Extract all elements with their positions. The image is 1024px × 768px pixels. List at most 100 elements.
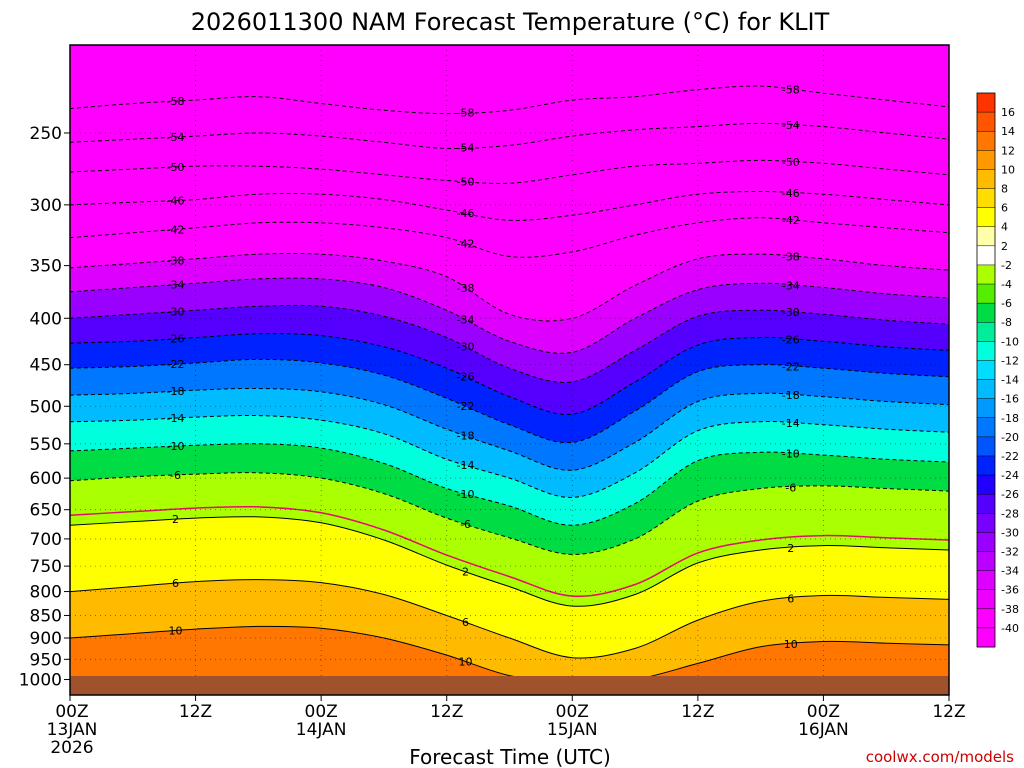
colorbar-label: 14 (1001, 125, 1015, 138)
isotherm-label: -10 (166, 440, 184, 453)
isotherm-label: -26 (166, 333, 184, 346)
x-tick-label: 14JAN (296, 720, 347, 740)
colorbar-label: -10 (1001, 335, 1019, 348)
colorbar-swatch (977, 379, 995, 400)
colorbar-swatch (977, 551, 995, 571)
isotherm-label: -38 (166, 254, 184, 267)
isotherm-label: -18 (782, 389, 800, 402)
y-tick-label: 450 (30, 356, 62, 376)
colorbar-label: 4 (1001, 221, 1008, 234)
colorbar-label: -24 (1001, 469, 1019, 482)
colorbar-swatch (977, 589, 995, 610)
colorbar-swatch (977, 207, 995, 228)
temperature-bands (70, 86, 949, 695)
x-tick-label: 2026 (50, 738, 93, 758)
colorbar-swatch (977, 169, 995, 189)
colorbar-label: -6 (1001, 297, 1012, 310)
y-tick-label: 700 (30, 530, 62, 550)
colorbar-swatch (977, 494, 995, 514)
isotherm-label: -14 (457, 459, 475, 472)
isotherm-label: 2 (787, 542, 794, 555)
isotherm-line (70, 516, 949, 607)
isotherm-label: -34 (457, 314, 475, 327)
isotherm-label: 10 (459, 655, 473, 668)
colorbar-label: 12 (1001, 144, 1015, 157)
y-tick-label: 250 (30, 124, 62, 144)
colorbar-label: -36 (1001, 584, 1019, 597)
y-tick-label: 300 (30, 196, 62, 216)
isotherm-label: -42 (166, 223, 184, 236)
x-tick-label: 00Z (305, 702, 338, 722)
y-tick-label: 550 (30, 435, 62, 455)
y-tick-label: 800 (30, 583, 62, 603)
x-tick-label: 12Z (932, 702, 965, 722)
colorbar-label: -12 (1001, 354, 1019, 367)
freezing-line (70, 505, 949, 598)
colorbar-label: -14 (1001, 374, 1019, 387)
isotherm-label: -30 (457, 341, 475, 354)
x-tick-label: 12Z (430, 702, 463, 722)
isotherm-contours: -58 -58 -58 -54 -54 -54 -50 -50 -50 -46 -46 -46 -42 -… (70, 84, 949, 685)
isotherm-label: 6 (787, 593, 794, 606)
colorbar-label: -8 (1001, 316, 1012, 329)
isotherm-label: 6 (462, 616, 469, 629)
y-tick-label: 500 (30, 397, 62, 417)
y-tick-label: 600 (30, 469, 62, 489)
colorbar-label: 6 (1001, 202, 1008, 215)
isotherm-label: -58 (782, 84, 800, 97)
x-tick-label: 00Z (807, 702, 840, 722)
x-axis-label: Forecast Time (UTC) (409, 745, 611, 768)
colorbar-swatch (977, 112, 995, 132)
isotherm-line (70, 217, 949, 258)
isotherm-label: 2 (462, 566, 469, 579)
isotherm-label: -54 (166, 131, 184, 144)
isotherm-line (70, 122, 949, 150)
isotherm-label: -46 (782, 187, 800, 200)
colorbar-frame (976, 92, 996, 648)
isotherm-label: -46 (457, 207, 475, 220)
isotherm-line (70, 472, 949, 555)
isotherm-label: -22 (782, 360, 800, 373)
isotherm-line (70, 625, 949, 685)
isotherm-label: -18 (166, 385, 184, 398)
x-tick-label: 12Z (179, 702, 212, 722)
colorbar-swatch (977, 417, 995, 438)
isotherm-line (70, 159, 949, 184)
colorbar-swatch (977, 188, 995, 209)
isotherm-label: -26 (782, 333, 800, 346)
isotherm-line (70, 277, 949, 354)
isotherm-line (70, 358, 949, 444)
ground-layer (70, 676, 949, 695)
colorbar-swatch (977, 131, 995, 151)
colorbar-label: -32 (1001, 545, 1019, 558)
colorbar-label: -28 (1001, 507, 1019, 520)
x-tick-label: 13JAN (47, 720, 98, 740)
isotherm-label: 10 (784, 638, 798, 651)
colorbar-label: 2 (1001, 240, 1008, 253)
isotherm-label: -46 (166, 194, 184, 207)
x-tick-label: 15JAN (547, 720, 598, 740)
colorbar-label: 16 (1001, 106, 1015, 119)
isotherm-line (70, 304, 949, 383)
x-tick-label: 12Z (681, 702, 714, 722)
colorbar-swatch (977, 475, 995, 495)
y-tick-label: 950 (30, 650, 62, 670)
y-tick-label: 1000 (19, 671, 62, 691)
isotherm-label: -50 (782, 156, 800, 169)
isotherm-line (70, 414, 949, 498)
isotherm-label: -6 (785, 481, 796, 494)
colorbar-swatch (977, 264, 995, 285)
isotherm-label: -10 (457, 488, 475, 501)
colorbar-label: -22 (1001, 450, 1019, 463)
y-tick-label: 350 (30, 257, 62, 277)
y-tick-label: 650 (30, 501, 62, 521)
colorbar-swatch (977, 570, 995, 591)
colorbar-label: -26 (1001, 488, 1019, 501)
plot-frame (69, 44, 950, 696)
isotherm-label: -38 (457, 282, 475, 295)
colorbar: 16 14 12 10 8 6 4 2 -2 -4 -6 -8 -10 -12 -14 -16 -18 -20 -2… (976, 92, 1019, 648)
colorbar-label: -38 (1001, 603, 1019, 616)
y-tick-label: 850 (30, 606, 62, 626)
isotherm-line (70, 85, 949, 115)
